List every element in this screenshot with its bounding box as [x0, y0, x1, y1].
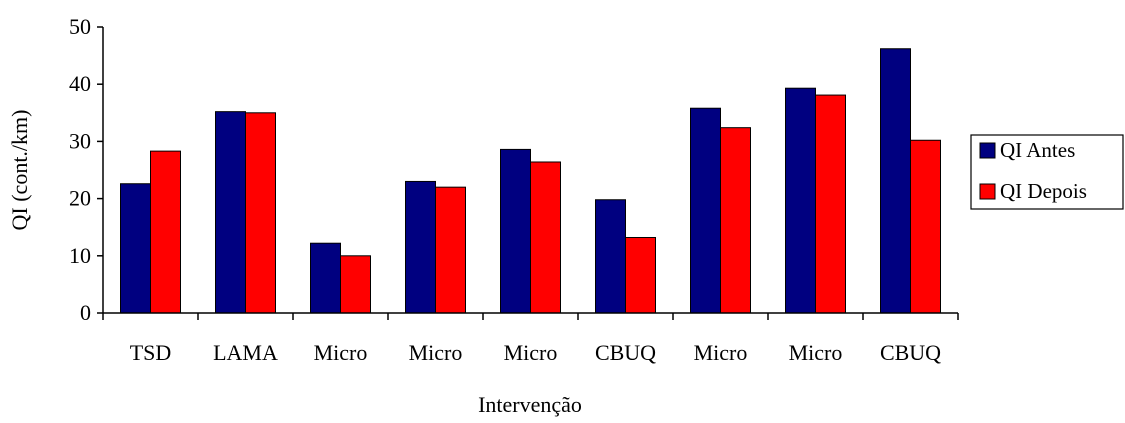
x-tick-label-5: CBUQ [595, 340, 656, 365]
x-tick-label-1: LAMA [213, 340, 278, 365]
x-tick-label-7: Micro [789, 340, 843, 365]
bar-qi-depois-4 [530, 161, 561, 314]
y-tick-label-10: 10 [69, 243, 91, 268]
bar-qi-antes-6 [690, 107, 721, 314]
bar-qi-depois-2 [340, 255, 371, 314]
x-axis-title: Intervenção [478, 392, 582, 417]
bar-qi-antes-8 [880, 48, 911, 314]
x-tick-label-4: Micro [504, 340, 558, 365]
x-tick-label-2: Micro [314, 340, 368, 365]
bar-qi-depois-1 [245, 112, 276, 314]
legend-label-qi-antes: QI Antes [1000, 138, 1075, 162]
y-tick-label-0: 0 [80, 300, 91, 325]
y-ticks-layer: 0 10 20 30 40 50 [69, 14, 103, 325]
x-tick-label-8: CBUQ [880, 340, 941, 365]
bar-qi-depois-6 [720, 127, 751, 314]
legend-label-qi-depois: QI Depois [1000, 179, 1087, 203]
x-ticks-layer: TSD LAMA Micro Micro Micro CBUQ Micro Micro CBUQ [102, 313, 959, 365]
y-axis-title: QI (cont./km) [7, 110, 32, 231]
x-tick-label-0: TSD [130, 340, 172, 365]
bar-qi-depois-5 [625, 236, 656, 314]
x-tick-label-3: Micro [409, 340, 463, 365]
x-tick-label-6: Micro [694, 340, 748, 365]
y-tick-label-50: 50 [69, 14, 91, 39]
bars-layer [120, 48, 941, 314]
bar-qi-antes-5 [595, 199, 626, 314]
y-tick-label-40: 40 [69, 71, 91, 96]
legend-frame [970, 134, 1124, 210]
bar-qi-antes-7 [785, 87, 816, 314]
bar-qi-antes-0 [120, 183, 151, 314]
legend-swatch-qi-antes [979, 142, 996, 159]
bar-qi-antes-3 [405, 180, 436, 314]
y-tick-label-30: 30 [69, 128, 91, 153]
bar-qi-depois-7 [815, 94, 846, 314]
bar-qi-antes-4 [500, 148, 531, 314]
bar-qi-antes-1 [215, 111, 246, 314]
legend-swatch-qi-depois [979, 183, 996, 200]
y-tick-label-20: 20 [69, 186, 91, 211]
bar-qi-depois-8 [910, 139, 941, 314]
legend: QI Antes QI Depois [970, 134, 1124, 210]
bar-qi-depois-3 [435, 186, 466, 314]
bar-qi-depois-0 [150, 150, 181, 314]
bar-qi-antes-2 [310, 242, 341, 314]
